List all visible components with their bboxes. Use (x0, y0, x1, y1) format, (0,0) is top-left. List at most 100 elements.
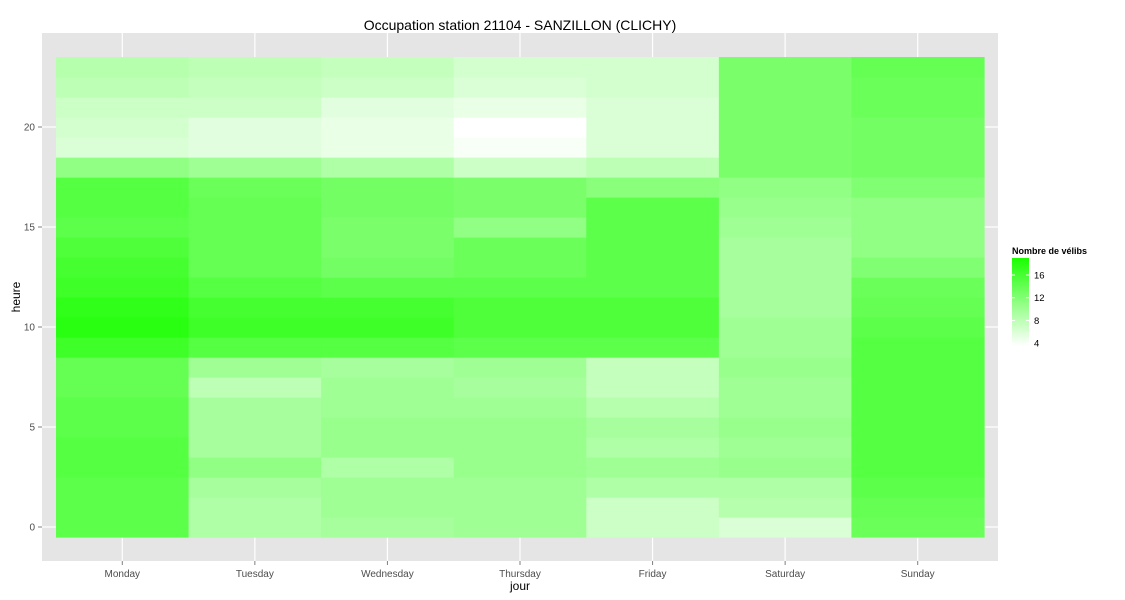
heatmap-tile (453, 317, 587, 338)
heatmap-tile (586, 197, 720, 218)
legend-tick-label: 16 (1034, 271, 1045, 282)
heatmap-tile (586, 217, 720, 238)
y-axis-ticks: 0 5 10 15 20 (24, 123, 42, 534)
heatmap-tile (56, 117, 190, 138)
heatmap-tile (321, 357, 455, 378)
heatmap-tile (718, 437, 853, 458)
heatmap-tile (851, 157, 985, 178)
heatmap-tile (453, 297, 587, 318)
heatmap-tile (586, 117, 720, 138)
heatmap-tile (56, 457, 190, 478)
heatmap-tile (718, 317, 853, 338)
heatmap-tile (56, 297, 190, 318)
heatmap-tile (321, 317, 455, 338)
heatmap-tile (188, 97, 322, 118)
heatmap-tile (586, 297, 720, 318)
heatmap-tile (188, 237, 322, 258)
heatmap-tile (718, 217, 853, 238)
heatmap-tile (321, 397, 455, 418)
heatmap-tile (851, 237, 985, 258)
heatmap-tile (586, 517, 720, 538)
heatmap-tile (453, 477, 587, 498)
heatmap-tile (56, 477, 190, 498)
heatmap-tile (718, 77, 853, 98)
heatmap-tile (188, 117, 322, 138)
heatmap-tile (188, 57, 322, 78)
heatmap-tile (851, 457, 985, 478)
heatmap-tile (188, 397, 322, 418)
heatmap-tile (188, 297, 322, 318)
y-tick-label: 10 (24, 323, 36, 334)
heatmap-tile (56, 397, 190, 418)
heatmap-tile (851, 377, 985, 398)
heatmap-tile (851, 357, 985, 378)
heatmap-tile (321, 417, 455, 438)
heatmap-tile (188, 77, 322, 98)
heatmap-tile (718, 477, 853, 498)
heatmap-tile (188, 197, 322, 218)
heatmap-tile (851, 437, 985, 458)
heatmap-tile (321, 337, 455, 358)
heatmap-tile (56, 497, 190, 518)
heatmap-tile (453, 437, 587, 458)
heatmap-tile (56, 157, 190, 178)
heatmap-tile (188, 477, 322, 498)
heatmap-tile (453, 137, 587, 158)
heatmap-tile (718, 157, 853, 178)
heatmap-tile (453, 357, 587, 378)
heatmap-tile (586, 177, 720, 198)
heatmap-tile (851, 77, 985, 98)
heatmap-tile (586, 157, 720, 178)
heatmap-tile (56, 317, 190, 338)
heatmap-tile (718, 497, 853, 518)
heatmap-tile (851, 477, 985, 498)
heatmap-tile (321, 97, 455, 118)
heatmap-tile (321, 377, 455, 398)
heatmap-tile (586, 477, 720, 498)
y-tick-label: 5 (29, 423, 35, 434)
legend-tick-label: 8 (1034, 316, 1039, 327)
heatmap-tile (56, 217, 190, 238)
heatmap-tile (718, 137, 853, 158)
heatmap-tile (453, 177, 587, 198)
heatmap-tile (188, 257, 322, 278)
heatmap-tile (453, 277, 587, 298)
heatmap-tile (586, 397, 720, 418)
heatmap-tile (56, 517, 190, 538)
heatmap-tile (188, 317, 322, 338)
heatmap-tile (586, 337, 720, 358)
heatmap-tile (188, 337, 322, 358)
heatmap-tile (586, 137, 720, 158)
x-tick-label: Sunday (901, 569, 935, 580)
heatmap-tile (718, 57, 853, 78)
heatmap-tile (851, 57, 985, 78)
heatmap-tile (188, 437, 322, 458)
heatmap-tile (321, 177, 455, 198)
heatmap-tile (321, 237, 455, 258)
heatmap-tile (453, 197, 587, 218)
heatmap-tile (453, 117, 587, 138)
legend: Nombre de vélibs 4 8 12 16 (1012, 246, 1087, 350)
heatmap-tile (321, 497, 455, 518)
heatmap-tile (321, 517, 455, 538)
heatmap-tile (851, 497, 985, 518)
heatmap-tile (453, 257, 587, 278)
heatmap-tile (453, 517, 587, 538)
heatmap-tile (321, 57, 455, 78)
y-tick-label: 0 (29, 523, 35, 534)
heatmap-tile (321, 197, 455, 218)
heatmap-tile (453, 497, 587, 518)
legend-tick-label: 12 (1034, 293, 1045, 304)
y-tick-label: 15 (24, 223, 36, 234)
heatmap-tile (586, 417, 720, 438)
heatmap-tile (586, 57, 720, 78)
heatmap-tile (851, 257, 985, 278)
heatmap-tile (188, 217, 322, 238)
heatmap-tile (188, 517, 322, 538)
heatmap-tile (851, 117, 985, 138)
heatmap-tile (851, 217, 985, 238)
heatmap-tile (586, 317, 720, 338)
heatmap-tile (453, 417, 587, 438)
heatmap-tile (56, 337, 190, 358)
heatmap-tile (851, 337, 985, 358)
